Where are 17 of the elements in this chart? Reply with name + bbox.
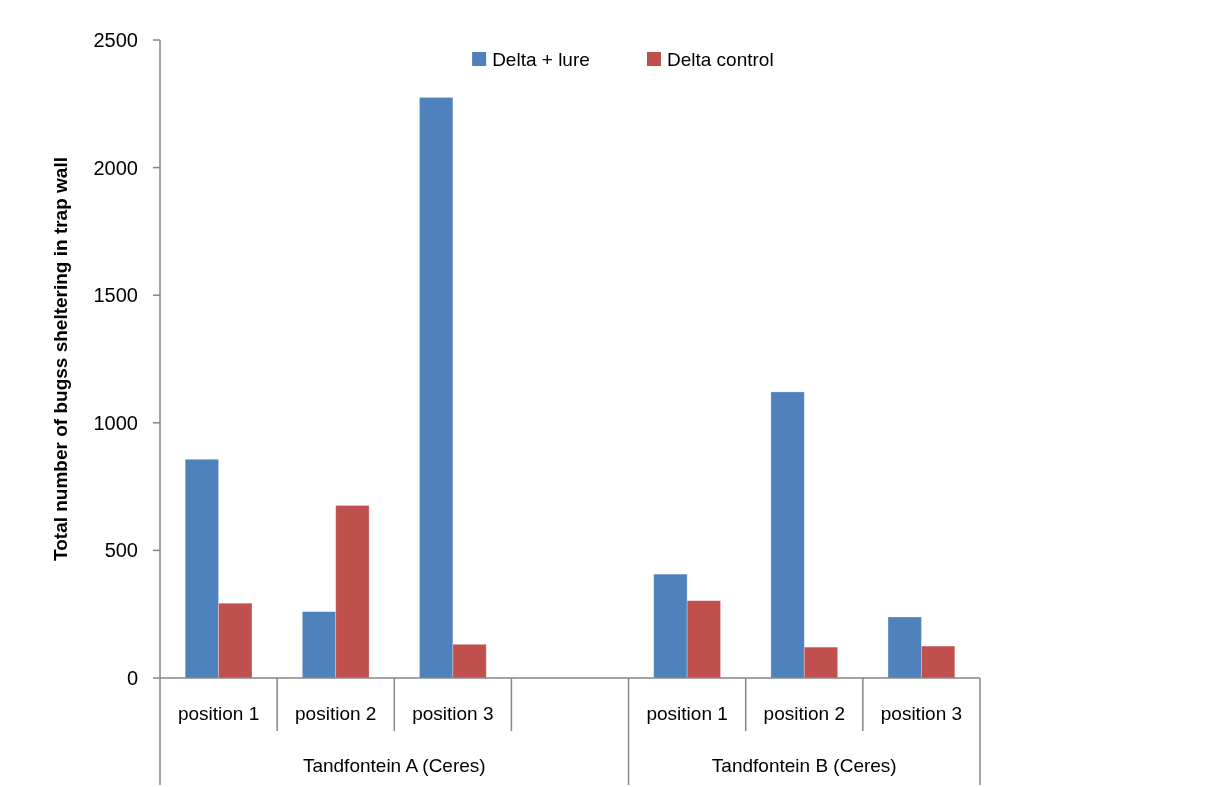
y-tick-label: 1500 [93, 284, 138, 307]
y-tick-label: 2500 [93, 29, 138, 51]
legend-label: Delta + lure [492, 48, 590, 70]
text: Tandfontein A (Ceres) [302, 754, 486, 776]
y-axis-title: Total number of bugss sheltering in trap wall [49, 157, 71, 561]
x-tick-label: position 2 [295, 702, 377, 724]
y-tick-label: 500 [104, 539, 138, 562]
x-tick-label: position 1 [646, 702, 728, 724]
x-tick-label: position 2 [763, 702, 845, 724]
x-tick-label: position 3 [412, 702, 494, 724]
legend-label: Delta control [666, 48, 774, 70]
x-tick-label: position 1 [177, 702, 260, 724]
y-tick-label: 1000 [93, 411, 138, 434]
text: Tandfontein B (Ceres) [711, 754, 897, 776]
x-tick-label: position 3 [880, 702, 963, 724]
y-tick-label: 0 [126, 667, 138, 689]
y-tick-label: 2000 [93, 156, 138, 179]
